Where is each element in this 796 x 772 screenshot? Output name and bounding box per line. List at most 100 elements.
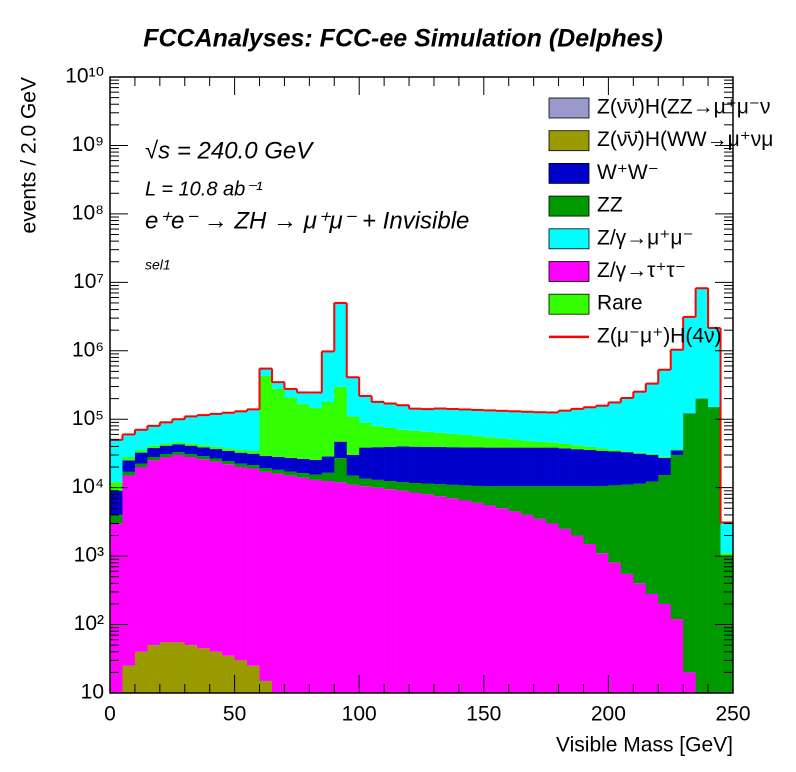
histogram-segment [508, 439, 522, 448]
histogram-segment [321, 401, 335, 457]
histogram-segment [309, 479, 323, 693]
y-tick-label: 10¹⁰ [65, 65, 104, 88]
chart-title: FCCAnalyses: FCC-ee Simulation (Delphes) [143, 25, 663, 53]
histogram-segment [184, 457, 198, 646]
histogram-segment [695, 398, 709, 693]
histogram-segment [433, 446, 447, 485]
histogram-segment [371, 426, 385, 448]
histogram-segment [620, 452, 634, 485]
histogram-segment [359, 486, 372, 693]
legend-label: Rare [597, 292, 643, 315]
histogram-segment [122, 457, 136, 461]
histogram-segment [409, 446, 422, 483]
histogram-segment [458, 409, 472, 436]
histogram-segment [296, 392, 310, 405]
histogram-segment [271, 469, 285, 474]
histogram-segment [521, 486, 534, 515]
histogram-segment [595, 405, 609, 449]
histogram-segment [595, 485, 609, 554]
histogram-segment [247, 409, 260, 452]
histogram-segment [583, 407, 597, 447]
histogram-segment [259, 375, 273, 456]
histogram-segment [159, 422, 173, 444]
histogram-segment [446, 447, 460, 485]
histogram-segment [147, 645, 161, 693]
annotation: e⁺e⁻ → ZH → μ⁺μ⁻ + Invisible [145, 207, 469, 234]
histogram-segment [209, 446, 223, 450]
histogram-segment [197, 445, 210, 448]
histogram-segment [458, 500, 472, 693]
histogram-segment [633, 391, 647, 453]
histogram-segment [296, 458, 310, 474]
legend-swatch [548, 293, 590, 315]
histogram-segment [346, 475, 360, 485]
histogram-segment [159, 445, 173, 454]
histogram-segment [645, 454, 659, 482]
y-tick-label: 10⁵ [72, 407, 104, 430]
histogram-segment [147, 460, 161, 646]
histogram-segment [521, 411, 534, 441]
x-tick-label: 150 [466, 703, 501, 726]
histogram-segment [222, 412, 235, 449]
legend-label: Z/γ→μ⁺μ⁻ [597, 226, 694, 249]
histogram-segment [483, 486, 497, 506]
histogram-segment [321, 472, 335, 482]
y-tick-label: 10² [74, 612, 104, 635]
histogram-segment [433, 484, 447, 497]
histogram-segment [421, 409, 435, 432]
histogram-segment [197, 447, 210, 457]
histogram-segment [222, 464, 235, 656]
legend-label: ZZ [597, 194, 623, 217]
histogram-segment [247, 665, 260, 693]
histogram-segment [583, 450, 597, 487]
histogram-segment [496, 438, 510, 448]
histogram-segment [571, 535, 584, 693]
histogram-segment [209, 413, 223, 447]
histogram-segment [396, 405, 410, 430]
histogram-segment [147, 457, 161, 461]
plot-area [110, 287, 734, 693]
histogram-segment [458, 447, 472, 486]
histogram-segment [409, 482, 422, 493]
histogram-segment [172, 419, 186, 443]
histogram-segment [284, 397, 298, 458]
histogram-segment [234, 660, 248, 693]
x-axis-label: Visible Mass [GeV] [556, 734, 733, 757]
histogram-segment [172, 452, 186, 455]
histogram-segment [409, 408, 422, 431]
histogram-segment [521, 440, 534, 448]
legend-label: W⁺W⁻ [597, 161, 659, 184]
legend-label: Z/γ→τ⁺τ⁻ [597, 259, 686, 282]
histogram-segment [471, 502, 485, 693]
histogram-segment [533, 486, 547, 519]
legend-swatch [548, 228, 590, 250]
legend-label: Z(ν̄ν̄)H(ZZ→μ⁺μ⁻ν [597, 96, 771, 119]
histogram-segment [359, 395, 372, 423]
histogram-segment [122, 434, 136, 458]
histogram-segment [446, 498, 460, 693]
histogram-segment [571, 408, 584, 446]
histogram-segment [508, 511, 522, 693]
y-tick-label: 10⁴ [72, 475, 104, 498]
legend-swatch [548, 130, 590, 152]
histogram-segment [247, 465, 260, 469]
histogram-segment [546, 412, 559, 443]
histogram-segment [620, 398, 634, 452]
histogram-segment [159, 642, 173, 693]
histogram-segment [421, 431, 435, 447]
histogram-segment [533, 447, 547, 487]
histogram-segment [346, 377, 360, 417]
y-tick-label: 10⁷ [73, 270, 104, 293]
x-tick-label: 0 [104, 703, 116, 726]
legend-swatch [548, 97, 590, 119]
histogram-segment [296, 473, 310, 478]
histogram-segment [658, 457, 671, 476]
histogram-segment [421, 446, 435, 484]
histogram-segment [134, 449, 148, 453]
histogram-segment [608, 449, 622, 452]
annotation: sel1 [145, 257, 171, 273]
histogram-segment [483, 437, 497, 448]
histogram-segment [284, 457, 298, 472]
legend-swatch [548, 162, 590, 184]
